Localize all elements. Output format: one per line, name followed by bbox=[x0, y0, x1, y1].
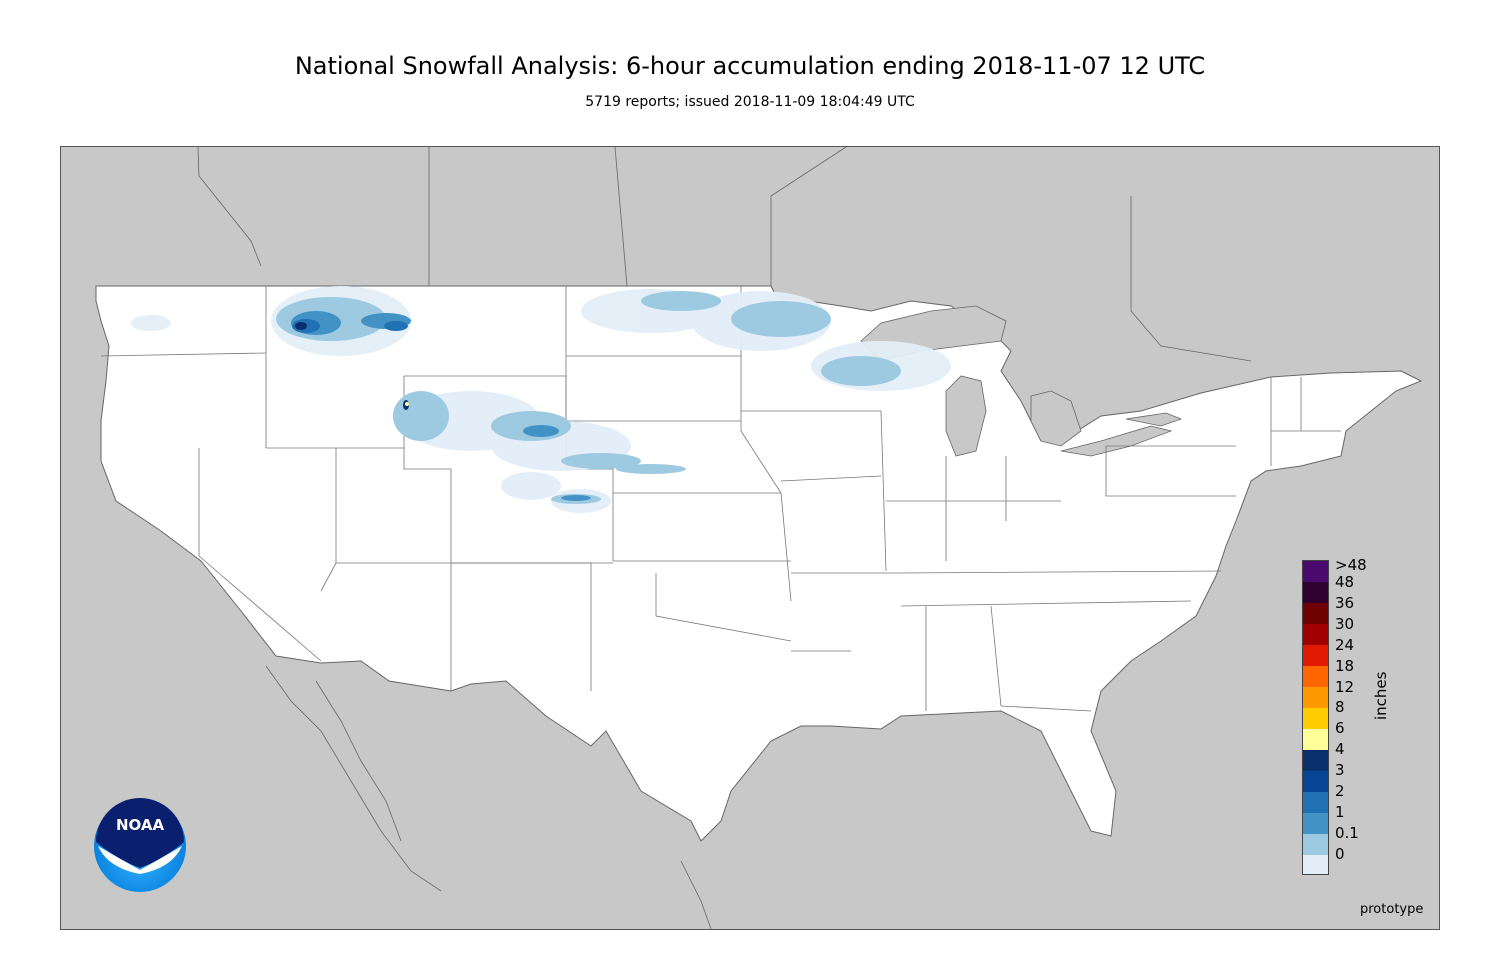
legend-swatch bbox=[1303, 603, 1328, 624]
legend-label: >48 bbox=[1335, 556, 1367, 574]
legend-label: 3 bbox=[1335, 761, 1345, 779]
legend-label: 0 bbox=[1335, 845, 1345, 863]
legend-label: 6 bbox=[1335, 719, 1345, 737]
noaa-logo-icon: NOAA bbox=[94, 798, 186, 892]
legend-swatch bbox=[1303, 687, 1328, 708]
legend-swatch bbox=[1303, 666, 1328, 687]
legend-label: 1 bbox=[1335, 803, 1345, 821]
legend-swatch bbox=[1303, 582, 1328, 603]
legend-label: 8 bbox=[1335, 698, 1345, 716]
map-frame bbox=[60, 146, 1440, 930]
prototype-note: prototype bbox=[1360, 902, 1424, 917]
legend-label: 0.1 bbox=[1335, 824, 1359, 842]
legend-colorbar bbox=[1302, 560, 1329, 875]
usa-land bbox=[95, 285, 1423, 842]
legend-label: 2 bbox=[1335, 782, 1345, 800]
legend-label: 48 bbox=[1335, 573, 1355, 591]
legend-label: 18 bbox=[1335, 657, 1355, 675]
chart-subtitle: 5719 reports; issued 2018-11-09 18:04:49… bbox=[585, 94, 915, 110]
legend-label: 24 bbox=[1335, 636, 1355, 654]
legend-swatch bbox=[1303, 624, 1328, 645]
legend-swatch bbox=[1303, 792, 1328, 813]
snowfall-overlay bbox=[131, 286, 951, 513]
legend-label: 36 bbox=[1335, 594, 1355, 612]
legend-swatch bbox=[1303, 813, 1328, 834]
usa-snowfall-map bbox=[95, 147, 1423, 929]
legend-swatch bbox=[1303, 708, 1328, 729]
noaa-logo-text: NOAA bbox=[116, 816, 165, 834]
legend-swatch bbox=[1303, 645, 1328, 666]
chart-title: National Snowfall Analysis: 6-hour accum… bbox=[294, 52, 1206, 80]
legend-swatch bbox=[1303, 771, 1328, 792]
mexico-coast bbox=[265, 665, 712, 929]
legend-swatch bbox=[1303, 750, 1328, 771]
legend-label: 4 bbox=[1335, 740, 1345, 758]
legend-swatch bbox=[1303, 729, 1328, 750]
legend-swatch bbox=[1303, 561, 1328, 582]
canada-borders bbox=[197, 147, 1252, 362]
legend-swatch bbox=[1303, 855, 1328, 874]
legend-units-label: inches bbox=[1372, 671, 1390, 720]
legend-label: 30 bbox=[1335, 615, 1355, 633]
legend-swatch bbox=[1303, 834, 1328, 855]
legend-label: 12 bbox=[1335, 678, 1355, 696]
